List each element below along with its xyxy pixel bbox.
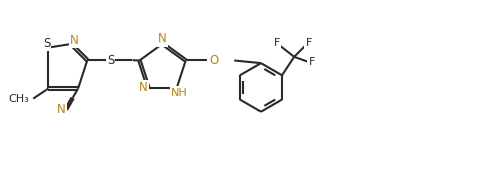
Text: N: N bbox=[139, 81, 148, 94]
Text: F: F bbox=[306, 38, 312, 48]
Text: O: O bbox=[209, 54, 219, 67]
Text: S: S bbox=[107, 54, 114, 67]
Text: NH: NH bbox=[171, 88, 188, 97]
Text: N: N bbox=[70, 34, 79, 47]
Text: F: F bbox=[309, 57, 315, 67]
Text: N: N bbox=[57, 103, 66, 117]
Text: CH₃: CH₃ bbox=[8, 94, 29, 104]
Text: F: F bbox=[274, 38, 280, 48]
Text: N: N bbox=[158, 32, 167, 45]
Text: S: S bbox=[43, 37, 50, 50]
